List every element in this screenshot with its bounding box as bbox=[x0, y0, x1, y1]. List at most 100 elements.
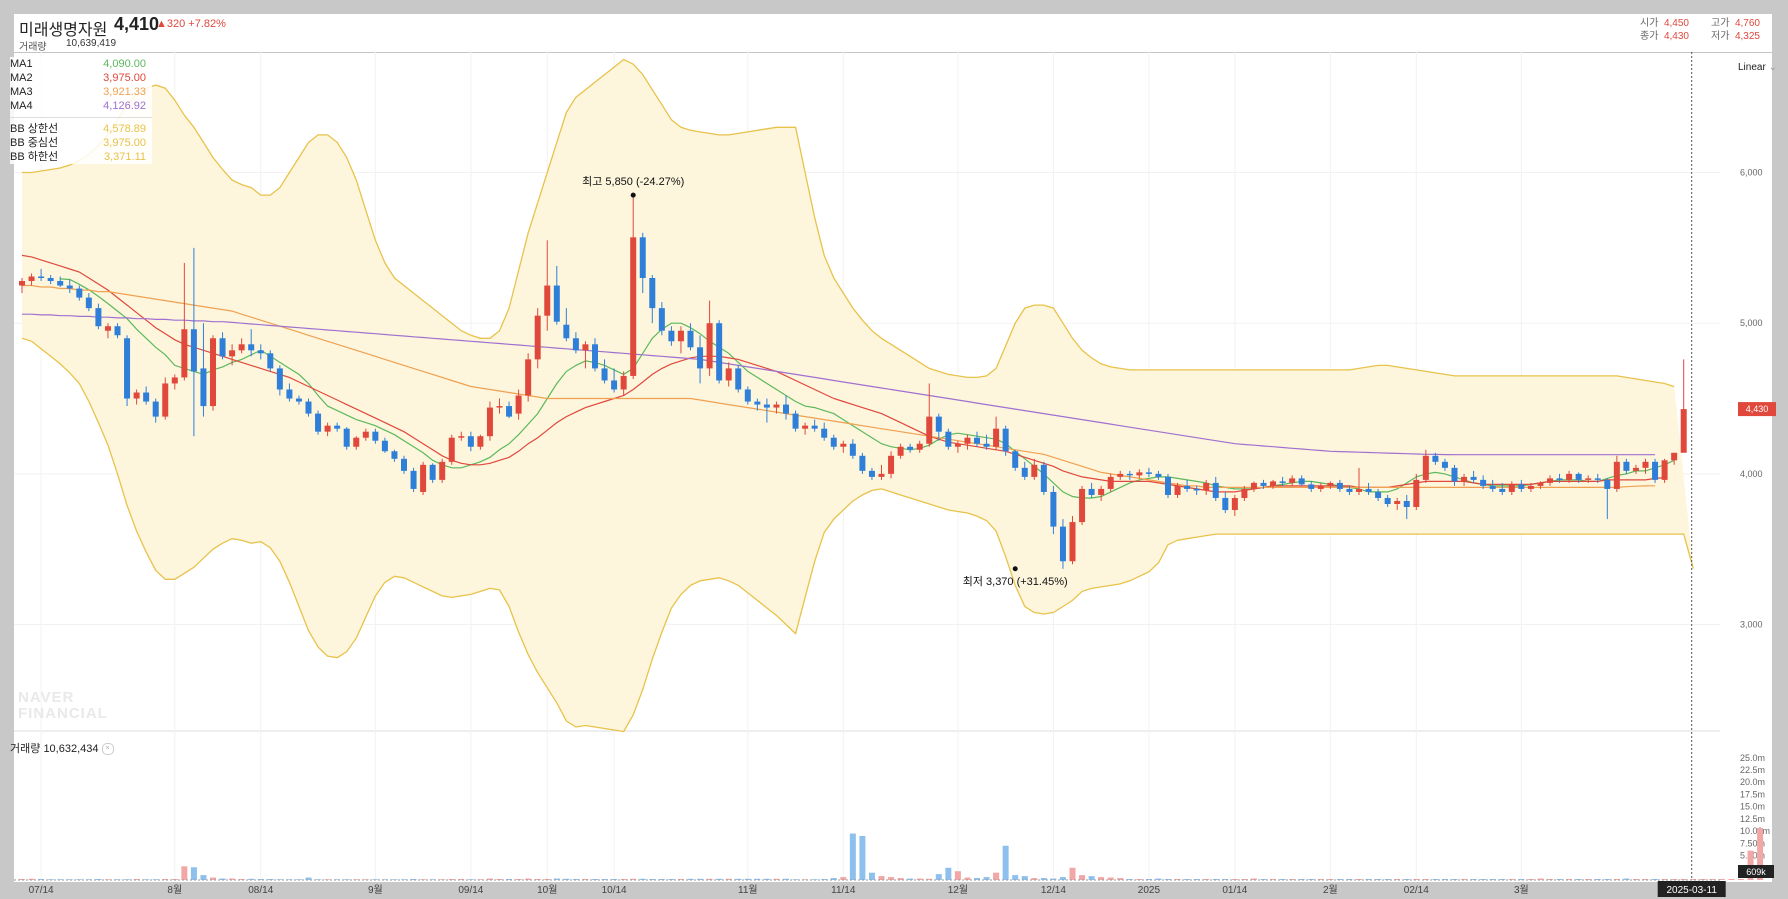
volume-bar bbox=[57, 879, 64, 880]
volume-bar bbox=[362, 879, 369, 880]
candle-body bbox=[1069, 522, 1076, 562]
volume-bar bbox=[238, 879, 245, 880]
volume-bar bbox=[907, 878, 914, 880]
candle-body bbox=[1594, 478, 1601, 480]
legend-ma3[interactable]: MA3 3,921.33 bbox=[10, 86, 146, 98]
volume-legend: 거래량 10,632,434 × bbox=[10, 740, 114, 756]
candle-body bbox=[1508, 484, 1515, 492]
volume-bar bbox=[1709, 879, 1716, 880]
volume-bar bbox=[210, 877, 216, 880]
volume-bar bbox=[1088, 876, 1095, 880]
legend-bb-middle[interactable]: BB 중심선 3,975.00 bbox=[10, 137, 146, 149]
close-icon[interactable]: × bbox=[101, 743, 114, 756]
candle-body bbox=[1365, 488, 1372, 492]
candle-body bbox=[1298, 478, 1305, 485]
volume-bar bbox=[630, 878, 637, 880]
candle-body bbox=[744, 389, 751, 402]
x-tick-label: 09/14 bbox=[458, 885, 483, 896]
candle-body bbox=[1642, 461, 1649, 468]
x-tick-label: 01/14 bbox=[1222, 885, 1247, 896]
volume-bar bbox=[878, 876, 885, 880]
candle-body bbox=[1203, 482, 1210, 491]
volume-bar bbox=[1126, 879, 1133, 880]
volume-bar bbox=[1079, 875, 1086, 880]
candle-body bbox=[1652, 461, 1659, 480]
candle-body bbox=[926, 416, 933, 444]
volume-bar bbox=[658, 879, 665, 880]
candle-body bbox=[1317, 485, 1324, 489]
volume-tick-label: 20.0m bbox=[1740, 777, 1765, 787]
volume-bar bbox=[1002, 845, 1009, 880]
volume-bar bbox=[687, 878, 694, 880]
candle-body bbox=[229, 350, 236, 357]
volume-bar bbox=[85, 879, 92, 880]
volume-bar bbox=[353, 879, 360, 880]
candle-body bbox=[935, 416, 942, 432]
legend-bb-lower[interactable]: BB 하한선 3,371.11 bbox=[10, 151, 146, 163]
volume-bar bbox=[735, 878, 742, 880]
volume-bar bbox=[888, 877, 895, 880]
volume-tick-label: 17.5m bbox=[1740, 789, 1765, 799]
legend-bb-upper[interactable]: BB 상한선 4,578.89 bbox=[10, 123, 146, 135]
volume-bar bbox=[1441, 879, 1448, 880]
candle-body bbox=[458, 436, 465, 438]
candle-body bbox=[57, 281, 64, 286]
candle-body bbox=[391, 451, 398, 459]
volume-bar bbox=[1298, 879, 1305, 880]
candle-body bbox=[849, 443, 856, 456]
volume-bar bbox=[248, 878, 255, 880]
extreme-annotation: 최고 5,850 (-24.27%) bbox=[582, 175, 684, 188]
candle-body bbox=[1480, 479, 1487, 486]
x-tick-label: 11월 bbox=[738, 884, 758, 896]
candle-body bbox=[38, 276, 45, 278]
candle-body bbox=[639, 237, 646, 278]
current-date-label: 2025-03-11 bbox=[1666, 885, 1717, 896]
candle-body bbox=[907, 446, 914, 450]
volume-bar bbox=[1059, 877, 1066, 880]
legend-ma2[interactable]: MA2 3,975.00 bbox=[10, 72, 146, 84]
candle-body bbox=[916, 443, 923, 450]
legend-ma4[interactable]: MA4 4,126.92 bbox=[10, 100, 146, 112]
x-tick-label: 2025 bbox=[1138, 885, 1161, 896]
volume-bar bbox=[229, 878, 236, 880]
candle-body bbox=[802, 425, 809, 429]
legend-ma1[interactable]: MA1 4,090.00 bbox=[10, 58, 146, 70]
candle-body bbox=[859, 455, 866, 471]
volume-bar bbox=[1613, 879, 1620, 880]
volume-bar bbox=[677, 879, 684, 880]
volume-bar bbox=[1098, 877, 1105, 880]
candle-body bbox=[1308, 484, 1315, 489]
candle-body bbox=[1375, 491, 1382, 498]
candle-body bbox=[1050, 491, 1057, 527]
candle-body bbox=[343, 428, 350, 447]
volume-bar bbox=[897, 878, 904, 880]
candle-body bbox=[811, 425, 818, 429]
volume-bar bbox=[219, 878, 226, 880]
candle-body bbox=[66, 285, 73, 289]
candle-body bbox=[1623, 461, 1630, 471]
x-tick-label: 3월 bbox=[1514, 884, 1529, 896]
candle-body bbox=[878, 473, 885, 477]
candle-body bbox=[76, 288, 83, 298]
candle-body bbox=[1098, 488, 1105, 495]
candle-body bbox=[1250, 482, 1257, 489]
volume-bar bbox=[1489, 879, 1496, 880]
candle-body bbox=[1145, 472, 1152, 474]
candle-body bbox=[248, 344, 255, 351]
volume-bar bbox=[926, 878, 933, 880]
candle-body bbox=[85, 297, 92, 309]
volume-bar bbox=[1413, 879, 1420, 880]
candle-body bbox=[1126, 473, 1133, 476]
candle-body bbox=[1413, 479, 1420, 508]
volume-bar bbox=[868, 872, 875, 880]
volume-bar bbox=[1174, 879, 1181, 880]
candle-body bbox=[1470, 476, 1477, 480]
volume-bar bbox=[1394, 879, 1401, 880]
candle-body bbox=[1088, 488, 1095, 495]
scale-mode-button[interactable]: Linear ⌄ bbox=[1738, 62, 1777, 73]
volume-bar bbox=[1661, 879, 1668, 880]
candle-body bbox=[1604, 479, 1611, 489]
current-price: 4,410 bbox=[114, 14, 160, 34]
volume-bar bbox=[1642, 879, 1649, 880]
